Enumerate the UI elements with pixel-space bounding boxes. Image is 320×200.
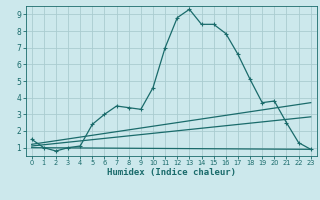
X-axis label: Humidex (Indice chaleur): Humidex (Indice chaleur)	[107, 168, 236, 177]
